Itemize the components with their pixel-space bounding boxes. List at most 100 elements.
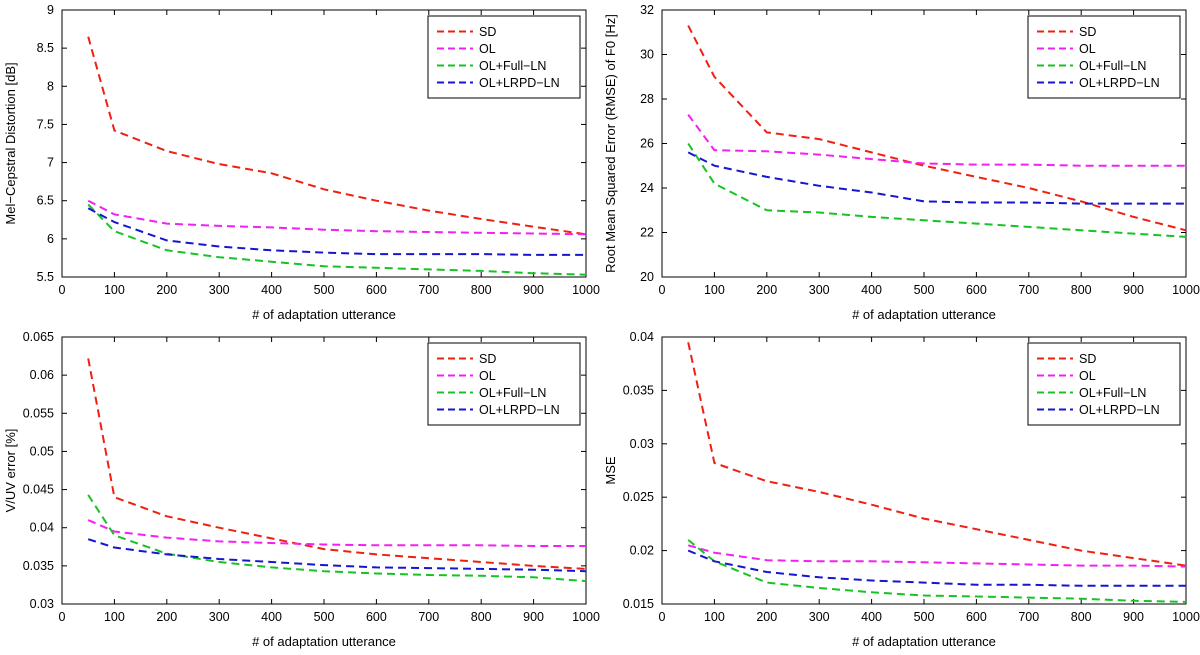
legend-label: OL+LRPD−LN <box>479 76 560 90</box>
x-axis-label: # of adaptation utterance <box>852 634 996 649</box>
y-tick-label: 20 <box>640 270 654 284</box>
y-tick-label: 22 <box>640 226 654 240</box>
x-tick-label: 800 <box>471 283 492 297</box>
x-tick-label: 600 <box>966 610 987 624</box>
y-tick-label: 28 <box>640 92 654 106</box>
x-tick-label: 400 <box>261 610 282 624</box>
x-tick-label: 1000 <box>572 283 600 297</box>
y-tick-label: 7 <box>47 156 54 170</box>
y-tick-label: 0.02 <box>630 544 654 558</box>
legend-box <box>427 342 581 426</box>
y-axis-label: Root Mean Squared Error (RMSE) of F0 [Hz… <box>603 14 618 273</box>
x-tick-label: 900 <box>1123 610 1144 624</box>
y-tick-label: 9 <box>47 3 54 17</box>
y-tick-label: 32 <box>640 3 654 17</box>
series-line-sd <box>687 342 1187 567</box>
legend-box <box>427 15 581 99</box>
x-tick-label: 0 <box>59 283 66 297</box>
y-axis-label: MSE <box>603 456 618 485</box>
x-tick-label: 600 <box>966 283 987 297</box>
x-tick-label: 0 <box>59 610 66 624</box>
series-line-ol-lrpd-ln <box>687 151 1186 205</box>
legend-label: OL+LRPD−LN <box>1079 403 1160 417</box>
x-tick-label: 100 <box>704 610 725 624</box>
y-tick-label: 0.035 <box>623 383 654 397</box>
x-tick-label: 700 <box>418 283 439 297</box>
legend-label: OL+Full−LN <box>1079 59 1146 73</box>
chart-svg: 0 100 200 300 400 500 600 700 800 900 1000 5.5 6 6.5 7… <box>3 3 600 322</box>
legend-box <box>1027 15 1181 99</box>
y-axis-label: Mel−Cepstral Distortion [dB] <box>3 62 18 224</box>
series-line-ol-full-ln <box>87 494 587 583</box>
y-tick-label: 0.065 <box>23 330 54 344</box>
y-tick-label: 0.03 <box>630 437 654 451</box>
y-tick-label: 0.035 <box>23 559 54 573</box>
y-tick-label: 0.025 <box>623 490 654 504</box>
series-line-ol <box>687 544 1187 568</box>
x-tick-label: 500 <box>314 610 335 624</box>
x-axis-label: # of adaptation utterance <box>852 307 996 322</box>
y-tick-label: 30 <box>640 48 654 62</box>
x-tick-label: 100 <box>704 283 725 297</box>
x-tick-label: 900 <box>523 283 544 297</box>
series-line-ol-lrpd-ln <box>87 538 587 573</box>
x-tick-label: 1000 <box>572 610 600 624</box>
y-tick-label: 7.5 <box>37 117 54 131</box>
x-tick-label: 100 <box>104 610 125 624</box>
x-tick-label: 900 <box>1123 283 1144 297</box>
x-tick-label: 200 <box>756 283 777 297</box>
y-tick-label: 0.045 <box>23 483 54 497</box>
chart-rmse-f0: 0 100 200 300 400 500 600 700 800 900 1000 20 22 24 26… <box>600 0 1200 327</box>
x-tick-label: 200 <box>756 610 777 624</box>
x-tick-label: 200 <box>156 283 177 297</box>
series-line-ol-full-ln <box>87 203 587 276</box>
legend-label: OL <box>1079 369 1096 383</box>
x-tick-label: 400 <box>861 610 882 624</box>
legend-label: OL <box>479 369 496 383</box>
x-tick-label: 300 <box>209 610 230 624</box>
legend-label: OL+Full−LN <box>479 386 546 400</box>
legend-label: OL+LRPD−LN <box>1079 76 1160 90</box>
y-tick-label: 24 <box>640 181 654 195</box>
x-tick-label: 700 <box>418 610 439 624</box>
x-tick-label: 700 <box>1018 283 1039 297</box>
legend-label: OL+LRPD−LN <box>479 403 560 417</box>
y-tick-label: 0.015 <box>623 597 654 611</box>
chart-mel-cepstral-distortion: 0 100 200 300 400 500 600 700 800 900 1000 5.5 6 6.5 7… <box>0 0 600 327</box>
x-tick-label: 1000 <box>1172 610 1200 624</box>
x-tick-label: 400 <box>261 283 282 297</box>
x-tick-label: 300 <box>809 610 830 624</box>
x-tick-label: 900 <box>523 610 544 624</box>
x-tick-label: 500 <box>314 283 335 297</box>
y-tick-label: 0.05 <box>30 444 54 458</box>
x-tick-label: 800 <box>1071 610 1092 624</box>
series-line-sd <box>87 358 587 570</box>
chart-svg: 0 100 200 300 400 500 600 700 800 900 1000 0.03 0.03… <box>3 330 600 649</box>
chart-mse: 0 100 200 300 400 500 600 700 800 900 1000 0.015 0.0… <box>600 327 1200 654</box>
y-tick-label: 5.5 <box>37 270 54 284</box>
chart-svg: 0 100 200 300 400 500 600 700 800 900 1000 20 22 24 26… <box>603 3 1200 322</box>
series-line-ol-lrpd-ln <box>687 549 1186 587</box>
y-tick-label: 0.04 <box>630 330 654 344</box>
y-tick-label: 26 <box>640 137 654 151</box>
chart-svg: 0 100 200 300 400 500 600 700 800 900 1000 0.015 0.0… <box>603 330 1200 649</box>
x-tick-label: 1000 <box>1172 283 1200 297</box>
x-tick-label: 0 <box>659 610 666 624</box>
legend-label: OL+Full−LN <box>479 59 546 73</box>
x-axis-label: # of adaptation utterance <box>252 307 396 322</box>
x-tick-label: 600 <box>366 610 387 624</box>
legend-label: SD <box>1079 352 1096 366</box>
legend-label: OL+Full−LN <box>1079 386 1146 400</box>
series-line-ol <box>87 199 587 236</box>
legend-label: OL <box>1079 42 1096 56</box>
y-tick-label: 0.04 <box>30 521 54 535</box>
x-tick-label: 800 <box>1071 283 1092 297</box>
y-tick-label: 6 <box>47 232 54 246</box>
x-tick-label: 500 <box>914 283 935 297</box>
series-line-ol <box>687 114 1186 167</box>
series-line-ol-full-ln <box>687 539 1187 603</box>
chart-vuv-error: 0 100 200 300 400 500 600 700 800 900 1000 0.03 0.03… <box>0 327 600 654</box>
y-tick-label: 0.03 <box>30 597 54 611</box>
y-axis-label: V/UV error [%] <box>3 429 18 513</box>
